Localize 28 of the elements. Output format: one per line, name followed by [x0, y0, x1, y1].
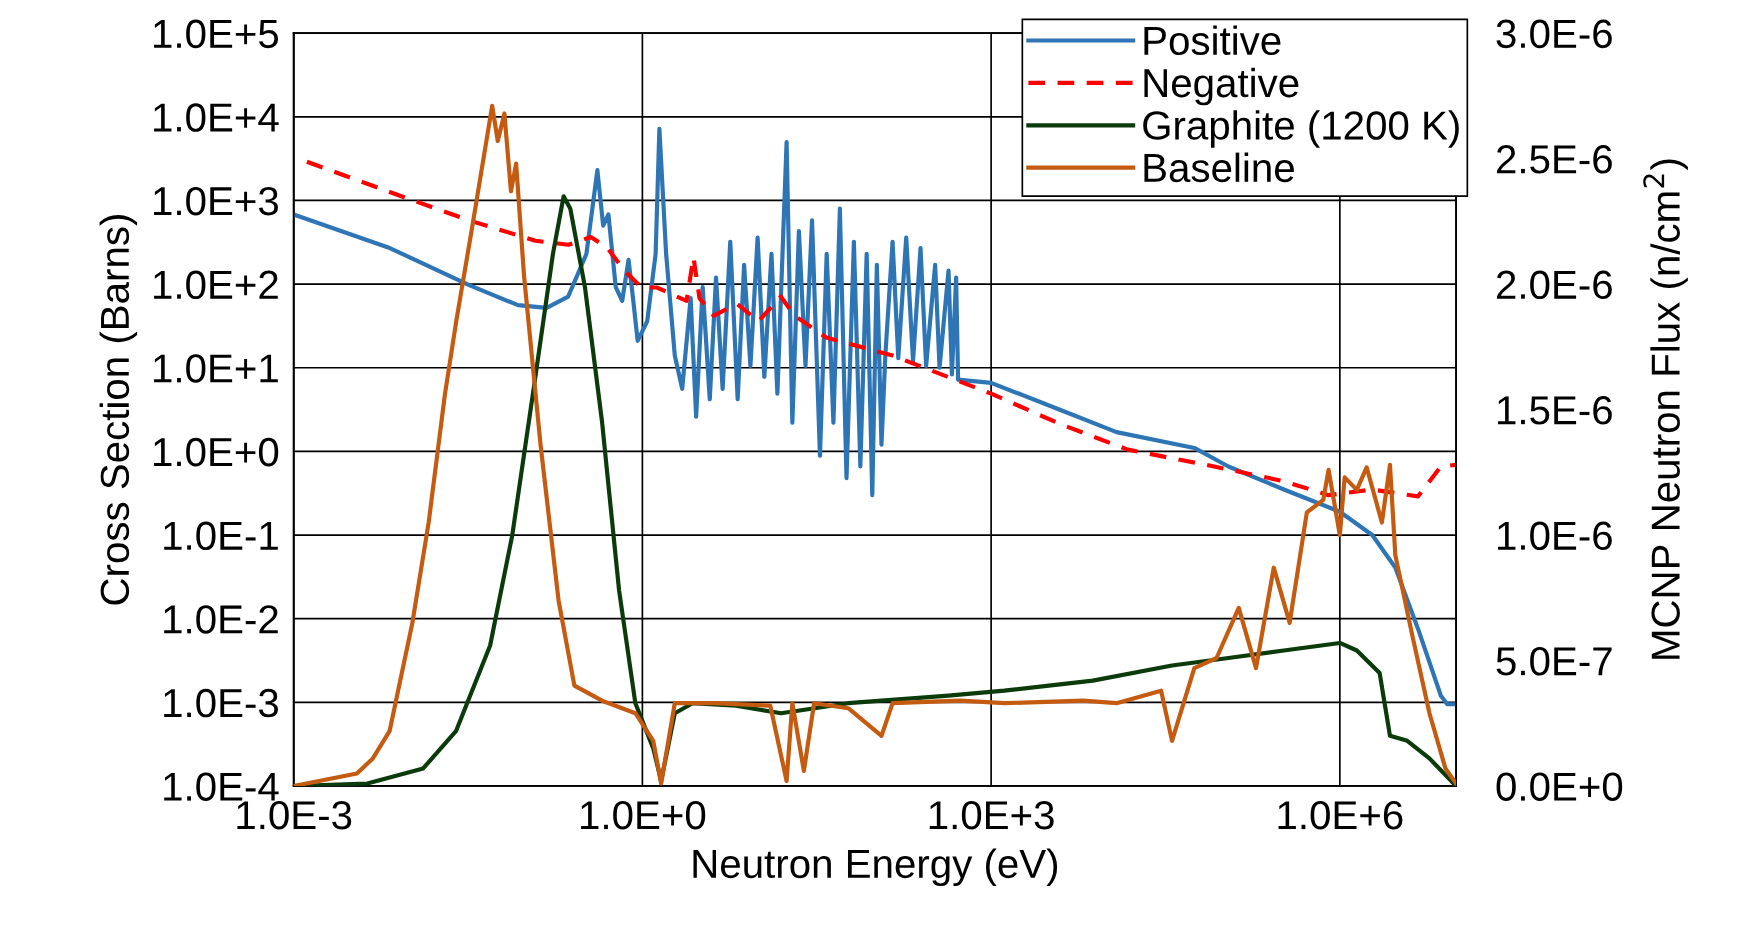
x-tick-label: 1.0E+0 — [581, 800, 706, 830]
y2-tick-label: 5.0E-7 — [1496, 647, 1612, 676]
y2-tick-label: 1.5E-6 — [1498, 396, 1612, 425]
y2-tick-label: 2.5E-6 — [1497, 145, 1612, 174]
y-tick-label: 1.0E+0 — [154, 437, 279, 467]
y-axis-title: Cross Section (Barns) — [99, 215, 138, 605]
y2-tick-label: 2.0E-6 — [1497, 270, 1612, 300]
y-tick-label: 1.0E-1 — [164, 521, 278, 551]
legend-label: Negative — [1144, 67, 1299, 106]
x-tick-label: 1.0E+6 — [1278, 800, 1403, 830]
x-tick-label: 1.0E-3 — [237, 800, 352, 830]
y-tick-label: 1.0E+4 — [154, 103, 279, 132]
y2-tick-label: 1.0E-6 — [1498, 521, 1612, 551]
y-tick-label: 1.0E-4 — [164, 772, 279, 801]
x-tick-label: 1.0E+3 — [929, 800, 1054, 830]
y2-tick-label: 3.0E-6 — [1496, 19, 1612, 49]
y2-tick-label: 0.0E+0 — [1496, 772, 1623, 801]
y-tick-label: 1.0E+1 — [154, 354, 278, 383]
legend-label: Positive — [1144, 25, 1281, 56]
legend-label: Graphite (1200 K) — [1143, 110, 1459, 148]
y-tick-label: 1.0E+5 — [154, 19, 279, 49]
y-tick-label: 1.0E+3 — [154, 186, 279, 216]
y-tick-label: 1.0E-2 — [164, 605, 278, 634]
y-tick-label: 1.0E-3 — [164, 688, 279, 718]
legend-label: Baseline — [1144, 152, 1294, 183]
x-axis-title: Neutron Energy (eV) — [693, 848, 1058, 887]
y2-axis-title: MCNP Neutron Flux (n/cm$^{2}$) — [1643, 159, 1688, 659]
y-tick-label: 1.0E+2 — [154, 270, 278, 300]
